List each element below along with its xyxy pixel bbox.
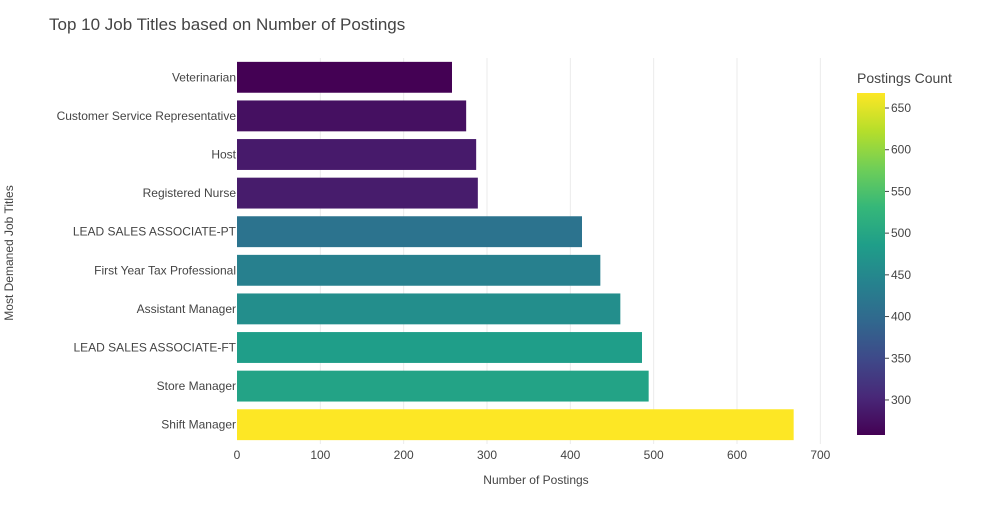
bar[interactable] [237,100,467,132]
bar[interactable] [237,254,601,286]
bar[interactable] [237,177,478,209]
x-tick-labels: 0 100 200 300 400 500 600 700 [234,448,831,462]
y-tick-label: LEAD SALES ASSOCIATE-PT [73,225,237,239]
colorbar-tick-label: 650 [891,101,911,115]
y-tick-label: Assistant Manager [137,302,236,316]
y-tick-label: Customer Service Representative [57,109,237,123]
colorbar-tick-label: 400 [891,310,911,324]
x-axis-title: Number of Postings [483,473,588,487]
y-tick-label: LEAD SALES ASSOCIATE-FT [74,341,237,355]
colorbar-tick-label: 350 [891,351,911,365]
bar[interactable] [237,370,649,402]
colorbar-tick-label: 500 [891,226,911,240]
y-tick-label: Registered Nurse [143,186,237,200]
chart-title: Top 10 Job Titles based on Number of Pos… [49,15,405,34]
y-tick-label: Store Manager [157,379,236,393]
y-axis-title: Most Demaned Job Titles [2,185,16,320]
colorbar-tick-label: 550 [891,184,911,198]
colorbar-tick-label: 300 [891,393,911,407]
bars [237,61,794,441]
x-tick-label: 600 [727,448,747,462]
y-tick-label: Shift Manager [161,418,236,432]
y-tick-label: Veterinarian [172,70,236,84]
x-tick-label: 400 [560,448,580,462]
colorbar-tick-label: 450 [891,268,911,282]
colorbar-tick-label: 600 [891,143,911,157]
y-tick-labels: Veterinarian Customer Service Representat… [57,70,237,431]
colorbar-ticks: 300 350 400 450 500 550 600 650 [885,101,911,407]
y-tick-label: Host [211,148,236,162]
bar[interactable] [237,293,621,325]
bar[interactable] [237,332,642,363]
bar[interactable] [237,216,582,248]
bar[interactable] [237,409,794,441]
colorbar [857,93,885,435]
x-tick-label: 500 [644,448,664,462]
x-tick-label: 200 [394,448,414,462]
x-tick-label: 300 [477,448,497,462]
x-tick-label: 700 [810,448,830,462]
x-tick-label: 100 [310,448,330,462]
bar[interactable] [237,61,452,93]
colorbar-title: Postings Count [857,70,952,86]
bar[interactable] [237,139,477,170]
x-tick-label: 0 [234,448,241,462]
y-tick-label: First Year Tax Professional [94,263,236,277]
